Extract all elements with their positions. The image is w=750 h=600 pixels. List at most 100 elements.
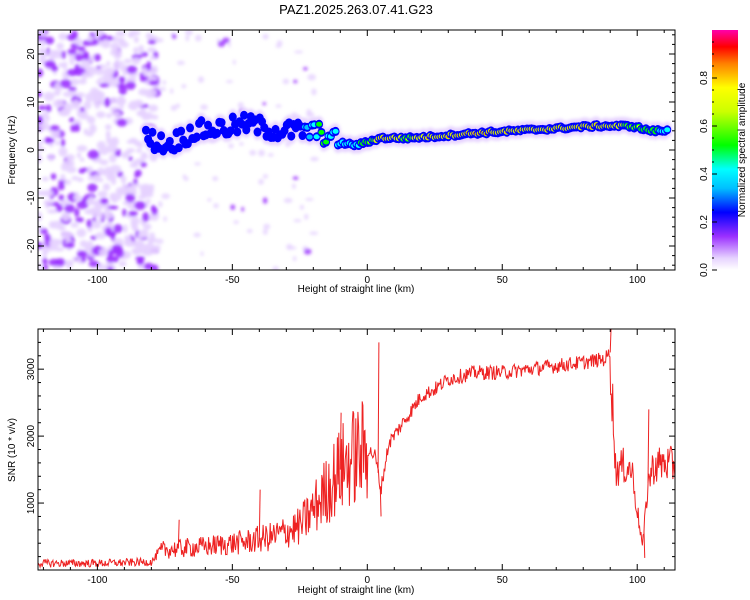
noise-blob <box>125 80 136 90</box>
noise-blob <box>87 175 95 181</box>
noise-blob <box>69 55 75 66</box>
noise-blob <box>58 110 71 117</box>
noise-blob <box>98 248 109 257</box>
noise-blob <box>149 245 159 254</box>
noise-blob <box>92 66 98 73</box>
snr-ylabel: SNR (10 * v/v) <box>7 418 18 482</box>
colorbar-tick-label: 0.4 <box>699 167 710 181</box>
spectrogram-ytick-label: 20 <box>26 48 37 60</box>
noise-blob <box>232 59 236 65</box>
noise-blob <box>283 197 293 204</box>
ridge-blob <box>664 127 671 133</box>
noise-blob <box>85 131 94 137</box>
noise-blob <box>293 219 302 223</box>
ridge-blob <box>227 128 234 134</box>
noise-blob <box>91 219 102 229</box>
noise-blob <box>85 92 95 102</box>
ridge-blob <box>234 129 241 135</box>
noise-blob <box>272 266 280 270</box>
ridge-blob <box>149 129 156 135</box>
noise-blob <box>228 143 234 149</box>
snr-xtick-label: -100 <box>87 575 107 586</box>
noise-blob <box>94 53 101 62</box>
noise-blob <box>134 201 146 210</box>
noise-blob <box>66 166 77 174</box>
ridge-blob <box>147 140 154 146</box>
noise-blob <box>71 99 81 110</box>
noise-blob <box>48 238 60 249</box>
spectrogram-xtick-label: -50 <box>225 275 240 286</box>
noise-blob <box>39 228 48 235</box>
noise-blob <box>267 153 274 157</box>
noise-blob <box>99 159 109 166</box>
ridge-blob <box>193 134 200 140</box>
noise-blob <box>249 149 257 156</box>
noise-blob <box>85 209 93 215</box>
noise-blob <box>227 41 231 48</box>
noise-blob <box>137 195 146 200</box>
noise-blob <box>145 199 151 204</box>
noise-blob <box>64 179 72 186</box>
noise-blob <box>64 260 74 267</box>
noise-blob <box>41 189 54 197</box>
noise-blob <box>193 232 201 238</box>
noise-blob <box>113 224 123 234</box>
noise-blob <box>42 250 48 258</box>
noise-blob <box>98 77 103 82</box>
noise-blob <box>79 157 85 162</box>
noise-blob <box>142 69 150 76</box>
noise-blob <box>55 203 63 213</box>
noise-blob <box>125 193 136 203</box>
noise-blob <box>53 99 65 108</box>
noise-blob <box>73 123 81 133</box>
noise-blob <box>225 79 234 84</box>
noise-blob <box>282 78 290 85</box>
noise-blob <box>76 145 88 152</box>
noise-blob <box>109 192 115 201</box>
noise-blob <box>76 152 82 159</box>
noise-blob <box>107 205 119 210</box>
noise-blob <box>110 42 120 51</box>
noise-blob <box>46 138 55 143</box>
snr-xtick-label: -50 <box>225 575 240 586</box>
noise-blob <box>106 255 115 263</box>
snr-spike <box>647 409 650 483</box>
noise-blob <box>76 250 88 258</box>
noise-blob <box>97 190 108 198</box>
noise-blob <box>49 154 54 162</box>
noise-blob <box>68 117 75 123</box>
noise-blob <box>121 151 129 159</box>
noise-blob <box>68 86 77 91</box>
noise-blob <box>74 191 80 200</box>
noise-blob <box>106 173 117 182</box>
noise-blob <box>114 151 122 157</box>
noise-blob <box>185 34 190 42</box>
noise-blob <box>47 209 59 214</box>
noise-blob <box>60 231 72 240</box>
spectrogram-ytick-label: 10 <box>26 96 37 108</box>
noise-blob <box>207 197 212 202</box>
noise-blob <box>258 149 265 157</box>
noise-blob <box>149 232 156 240</box>
noise-blob <box>71 175 79 181</box>
spectrogram-xtick-label: 0 <box>365 275 371 286</box>
noise-blob <box>111 244 123 253</box>
noise-blob <box>49 125 60 131</box>
noise-blob <box>155 38 164 43</box>
noise-blob <box>153 84 160 90</box>
noise-blob <box>155 238 164 245</box>
noise-blob <box>38 262 42 269</box>
noise-blob <box>142 112 154 119</box>
noise-blob <box>212 176 219 182</box>
noise-blob <box>128 156 133 162</box>
noise-blob <box>230 204 236 211</box>
snr-xlabel: Height of straight line (km) <box>298 585 415 596</box>
noise-blob <box>108 153 117 163</box>
noise-blob <box>169 88 174 95</box>
spectrogram-xtick-label: 100 <box>629 275 646 286</box>
noise-blob <box>38 154 43 164</box>
noise-blob <box>113 49 122 60</box>
noise-blob <box>122 67 128 77</box>
noise-blob <box>62 61 68 71</box>
